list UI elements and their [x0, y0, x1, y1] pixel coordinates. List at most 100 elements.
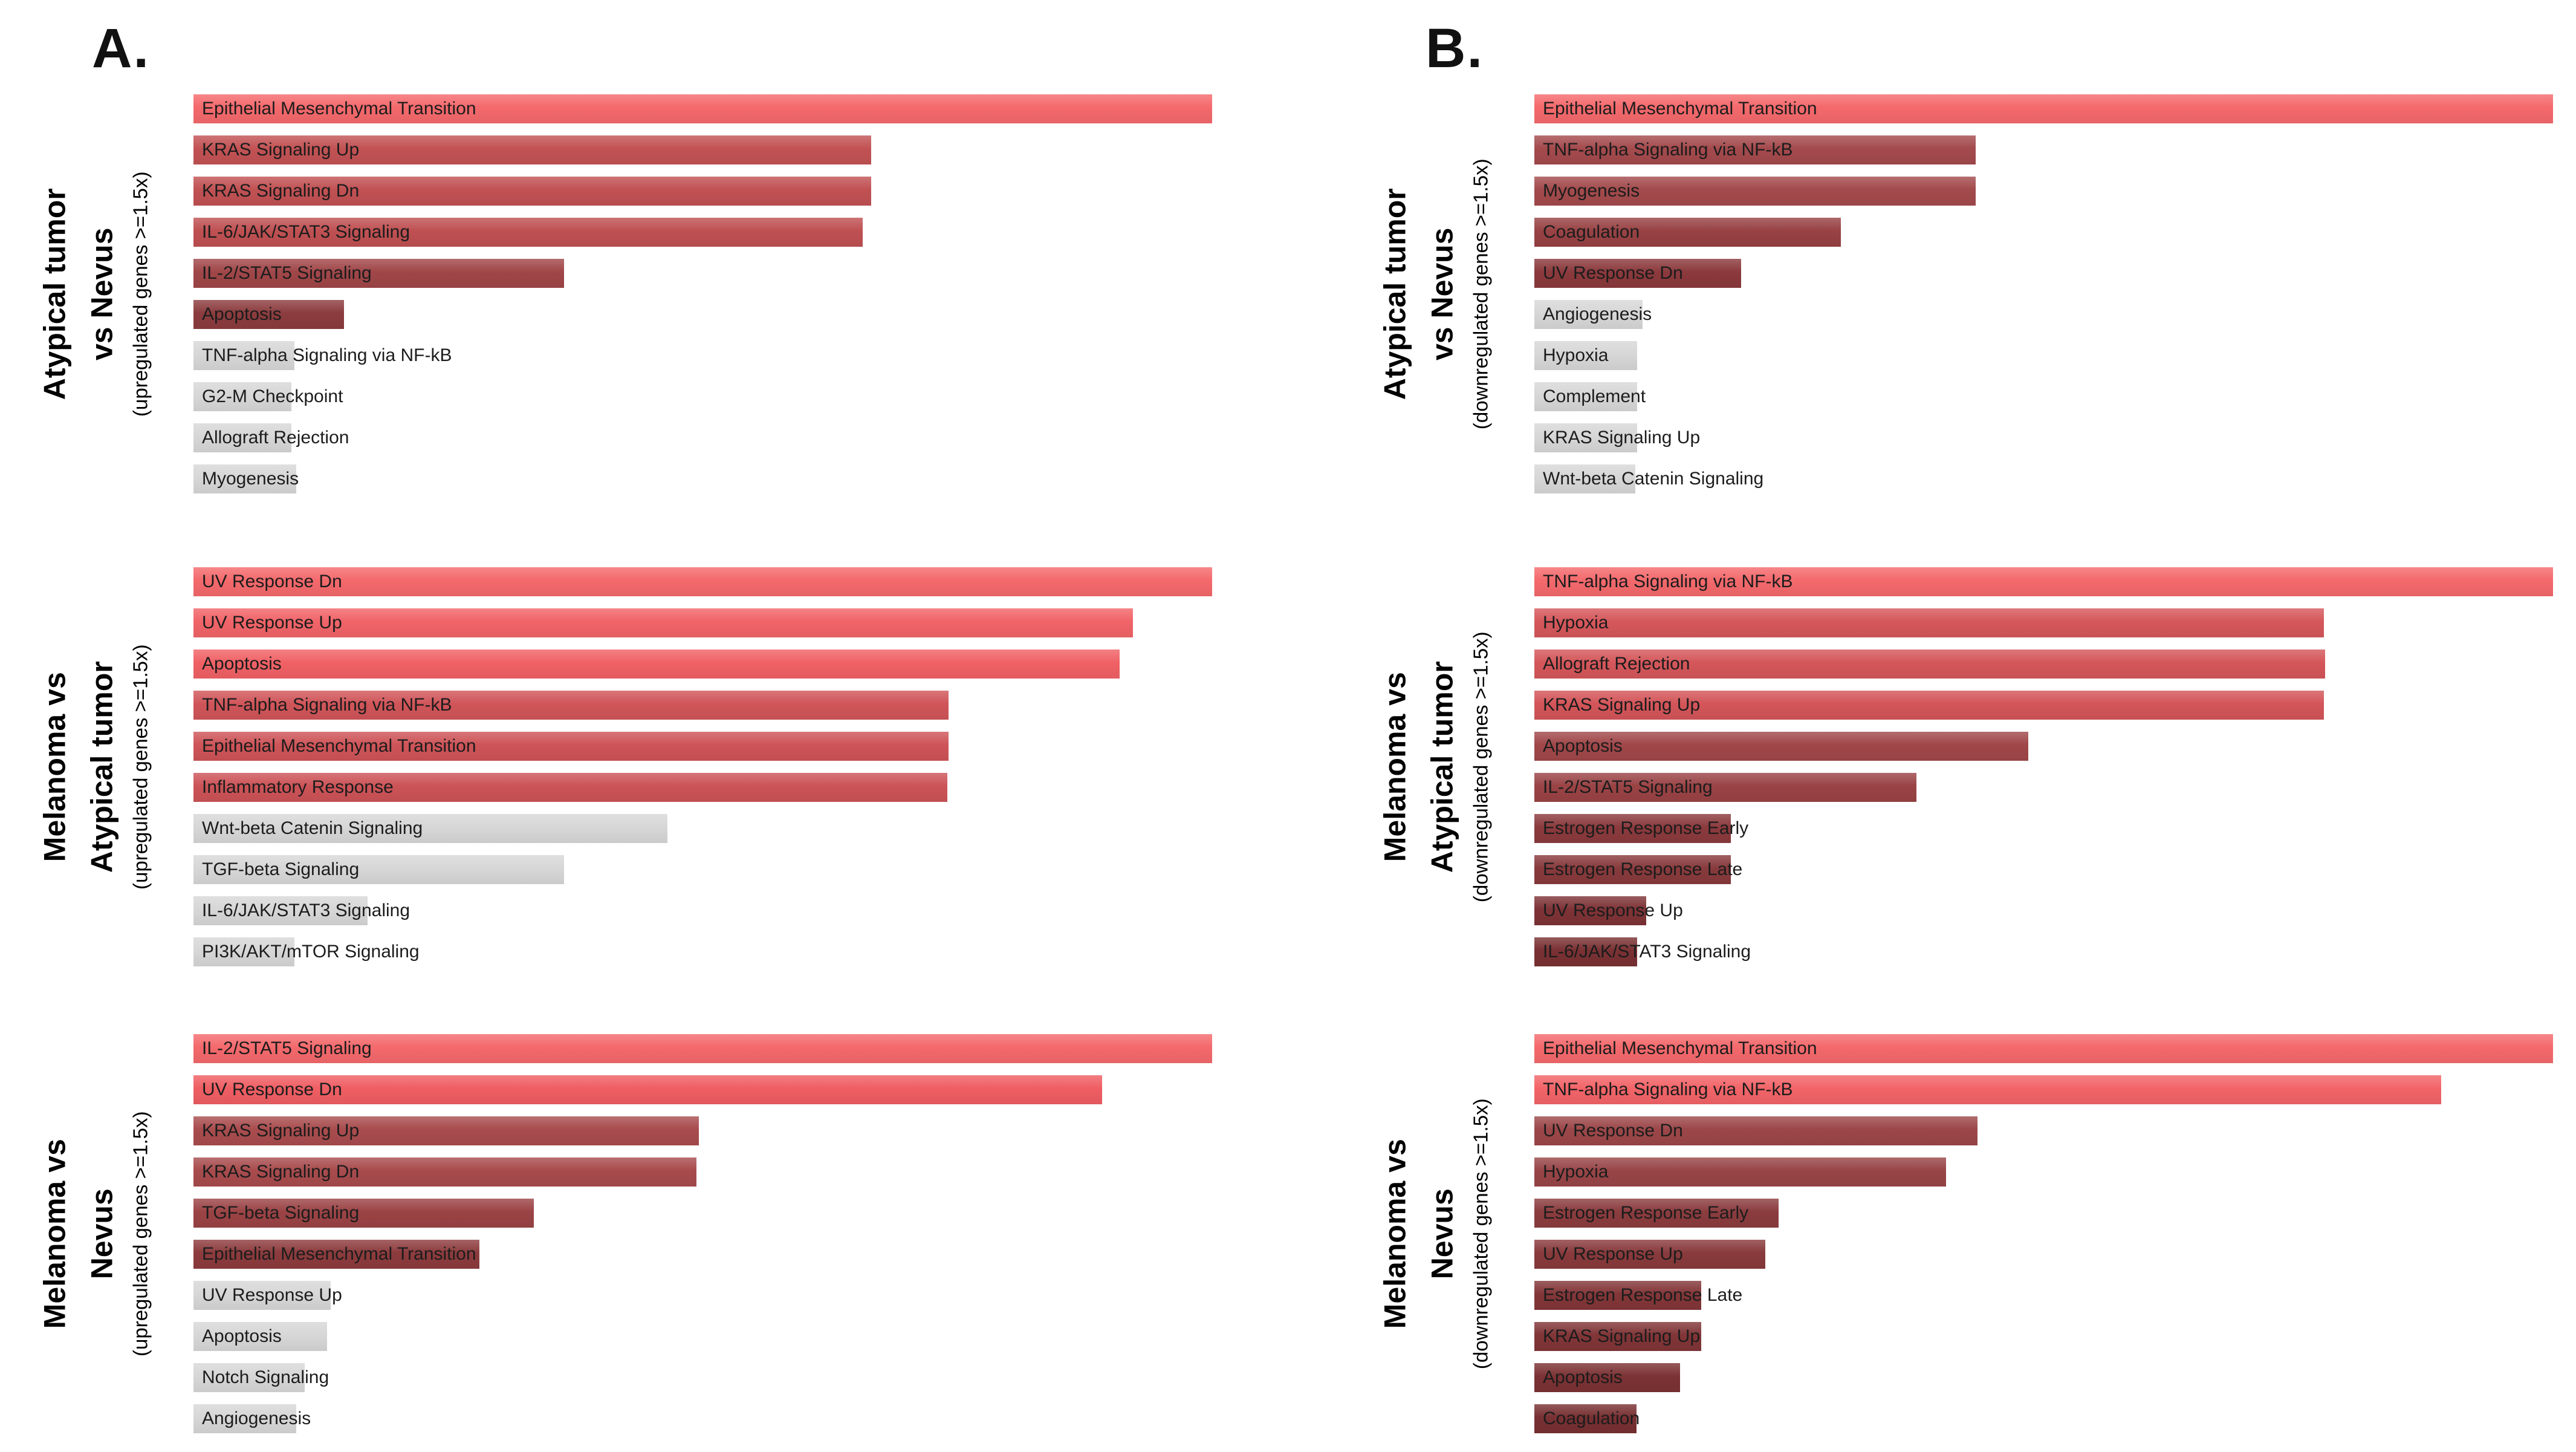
bar-label: Hypoxia: [1543, 345, 1609, 365]
bar: [193, 1199, 534, 1228]
bar-row: UV Response Up: [1534, 896, 2553, 925]
bar-label: Estrogen Response Early: [1543, 818, 1749, 838]
bar-label: Wnt-beta Catenin Signaling: [202, 818, 423, 838]
bar-label: Apoptosis: [202, 654, 282, 674]
bar-label: UV Response Up: [202, 613, 342, 633]
bar: [193, 177, 871, 206]
bar-label: TNF-alpha Signaling via NF-kB: [1543, 1079, 1793, 1099]
bar: [1534, 814, 1731, 843]
bar-row: KRAS Signaling Up: [1534, 423, 2553, 452]
bar: [193, 218, 863, 247]
row-title-line: Atypical tumor: [85, 660, 119, 873]
bar: [193, 773, 947, 802]
bar: [193, 1240, 480, 1269]
bar: [1534, 1363, 1680, 1392]
bar: [1534, 649, 2325, 679]
bar-label: Apoptosis: [202, 1326, 282, 1346]
bar: [193, 1322, 327, 1351]
bar-label: KRAS Signaling Up: [1543, 1326, 1701, 1346]
bar-label: Hypoxia: [1543, 613, 1609, 633]
bar-label: Epithelial Mesenchymal Transition: [1543, 99, 1817, 119]
bar-label: Apoptosis: [1543, 736, 1623, 756]
bar-row: Apoptosis: [1534, 1363, 2553, 1392]
bar-row: IL-6/JAK/STAT3 Signaling: [193, 896, 1212, 925]
bar: [1534, 464, 1635, 493]
bar-label: Myogenesis: [1543, 181, 1640, 201]
bar-row: Hypoxia: [1534, 341, 2553, 370]
row-title-subtitle: (downregulated genes >=1.5x): [1469, 1098, 1492, 1369]
row-title-line: Melanoma vs: [37, 672, 72, 862]
chart-melanoma-vs-atypical-downregulated: TNF-alpha Signaling via NF-kB Hypoxia Allo…: [1534, 567, 2553, 978]
bar-row: Epithelial Mesenchymal Transition: [1534, 94, 2553, 123]
row-title-line: Atypical tumor: [1378, 187, 1412, 400]
bar-row: IL-6/JAK/STAT3 Signaling: [1534, 937, 2553, 966]
bar-label: Hypoxia: [1543, 1162, 1609, 1182]
bar: [1534, 773, 1916, 802]
row-title: Melanoma vs Nevus (downregulated genes >=1…: [1372, 1098, 1496, 1369]
bar-row: UV Response Dn: [1534, 1116, 2553, 1145]
bar: [193, 608, 1133, 637]
bar-label: G2-M Checkpoint: [202, 386, 343, 406]
bar: [193, 649, 1120, 679]
bar: [1534, 177, 1976, 206]
bar-row: Coagulation: [1534, 1404, 2553, 1433]
bar: [1534, 218, 1841, 247]
bar-label: KRAS Signaling Up: [1543, 695, 1701, 715]
bar-label: TNF-alpha Signaling via NF-kB: [1543, 571, 1793, 591]
bar: [1534, 1281, 1702, 1310]
bar: [1534, 259, 1742, 288]
row-title-melanoma-vs-atypical-up: Melanoma vs Atypical tumor (upregulated ge…: [3, 567, 184, 966]
bar-row: Allograft Rejection: [1534, 649, 2553, 679]
row-title-line: Melanoma vs: [1378, 1139, 1412, 1329]
bar-label: UV Response Up: [1543, 1244, 1683, 1264]
bar-row: KRAS Signaling Up: [193, 1116, 1212, 1145]
bar: [193, 94, 1212, 123]
row-title-subtitle: (upregulated genes >=1.5x): [129, 1111, 152, 1356]
bar-label: TGF-beta Signaling: [202, 1203, 360, 1223]
bar-label: TNF-alpha Signaling via NF-kB: [202, 345, 452, 365]
bar: [1534, 567, 2553, 596]
row-title: Melanoma vs Atypical tumor (downregulated …: [1372, 631, 1496, 902]
bar: [1534, 1034, 2553, 1063]
bar: [193, 300, 345, 329]
bar: [193, 732, 949, 761]
bar-label: UV Response Up: [1543, 900, 1683, 920]
bar-row: Apoptosis: [193, 649, 1212, 679]
bar-label: UV Response Dn: [1543, 1121, 1683, 1141]
bar: [193, 691, 949, 720]
chart-atypical-vs-nevus-upregulated: Epithelial Mesenchymal Transition KRAS Si…: [193, 94, 1212, 506]
bar-label: KRAS Signaling Dn: [202, 181, 360, 201]
chart-melanoma-vs-atypical-upregulated: UV Response Dn UV Response Up Apoptosis TNF…: [193, 567, 1212, 978]
bar-row: UV Response Dn: [193, 567, 1212, 596]
bar-row: Notch Signaling: [193, 1363, 1212, 1392]
row-title-subtitle: (downregulated genes >=1.5x): [1469, 631, 1492, 902]
bar-label: Inflammatory Response: [202, 777, 394, 797]
panel-a-letter: A.: [92, 18, 150, 79]
bar-row: Apoptosis: [193, 300, 1212, 329]
bar-row: IL-2/STAT5 Signaling: [193, 259, 1212, 288]
bar: [1534, 300, 1643, 329]
bar: [193, 382, 291, 411]
bar-row: Allograft Rejection: [193, 423, 1212, 452]
bar: [1534, 1075, 2441, 1104]
bar: [193, 341, 294, 370]
bar-label: IL-6/JAK/STAT3 Signaling: [202, 900, 410, 920]
bar-label: PI3K/AKT/mTOR Signaling: [202, 942, 420, 962]
bar: [1534, 382, 1638, 411]
bar-row: IL-2/STAT5 Signaling: [1534, 773, 2553, 802]
bar-row: UV Response Dn: [193, 1075, 1212, 1104]
chart-melanoma-vs-nevus-upregulated: IL-2/STAT5 Signaling UV Response Dn KRAS S…: [193, 1034, 1212, 1445]
bar-label: Estrogen Response Early: [1543, 1203, 1749, 1223]
bar-label: TNF-alpha Signaling via NF-kB: [1543, 140, 1793, 160]
bar-label: UV Response Dn: [202, 1079, 342, 1099]
bar-label: KRAS Signaling Up: [1543, 428, 1701, 448]
bar-label: KRAS Signaling Dn: [202, 1162, 360, 1182]
bar-label: IL-2/STAT5 Signaling: [202, 263, 372, 283]
bar-label: IL-6/JAK/STAT3 Signaling: [1543, 942, 1751, 962]
bar-row: Angiogenesis: [193, 1404, 1212, 1433]
bar: [193, 896, 368, 925]
bar-label: IL-2/STAT5 Signaling: [1543, 777, 1713, 797]
bar: [193, 937, 294, 966]
bar-label: Epithelial Mesenchymal Transition: [202, 99, 476, 119]
bar: [193, 567, 1212, 596]
